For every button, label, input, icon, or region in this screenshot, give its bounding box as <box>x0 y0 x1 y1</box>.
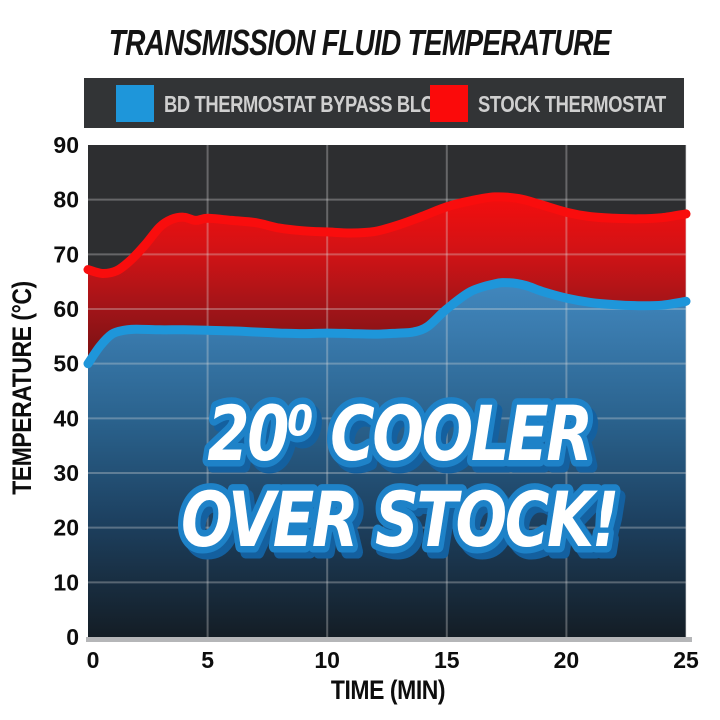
legend-label-bd: BD THERMOSTAT BYPASS BLOCK <box>164 91 461 117</box>
gridlines <box>88 145 687 637</box>
bd-thermostat-area <box>88 282 686 637</box>
overlay-line1-shadow: 20⁰ COOLER <box>212 396 595 484</box>
overlay-line2: OVER STOCK! <box>181 476 617 564</box>
x-tick-label: 20 <box>554 647 580 673</box>
page-title-text: TRANSMISSION FLUID TEMPERATURE <box>109 22 612 63</box>
x-tick-label: 5 <box>201 647 214 673</box>
legend-swatch-bd <box>116 85 154 122</box>
legend-label-stock: STOCK THERMOSTAT <box>478 91 666 117</box>
overlay-callout: 20⁰ COOLER OVER STOCK! 20⁰ COOLER OVER S… <box>175 385 630 577</box>
x-tick-label: 10 <box>314 647 340 673</box>
y-tick-label: 60 <box>53 296 79 322</box>
overlay-line1: 20⁰ COOLER <box>207 390 590 478</box>
x-axis-title: TIME (MIN) <box>331 675 445 705</box>
y-tick-label: 20 <box>53 515 79 541</box>
x-tick-label: 25 <box>673 647 699 673</box>
x-tick-label: 0 <box>87 647 100 673</box>
stock-thermostat-line <box>83 192 691 279</box>
y-tick-label: 10 <box>53 569 79 595</box>
y-axis-title: TEMPERATURE (°C) <box>7 281 37 495</box>
y-tick-label: 90 <box>53 132 79 158</box>
bd-thermostat-line <box>83 278 691 369</box>
y-tick-label: 40 <box>53 405 79 431</box>
x-tick-label: 15 <box>434 647 460 673</box>
y-tick-label: 70 <box>53 241 79 267</box>
legend: BD THERMOSTAT BYPASS BLOCK STOCK THERMOS… <box>84 78 684 128</box>
legend-swatch-stock <box>430 85 468 122</box>
x-axis-line <box>86 637 692 642</box>
overlay-line2-shadow: OVER STOCK! <box>186 482 622 570</box>
y-tick-label: 80 <box>53 187 79 213</box>
y-tick-label: 0 <box>66 624 79 650</box>
x-tick-labels: 0 5 10 15 20 25 <box>87 647 699 673</box>
y-tick-label: 30 <box>53 460 79 486</box>
y-tick-labels: 0 10 20 30 40 50 60 70 80 90 <box>53 132 79 650</box>
page-title: TRANSMISSION FLUID TEMPERATURE <box>0 22 720 64</box>
y-tick-label: 50 <box>53 351 79 377</box>
